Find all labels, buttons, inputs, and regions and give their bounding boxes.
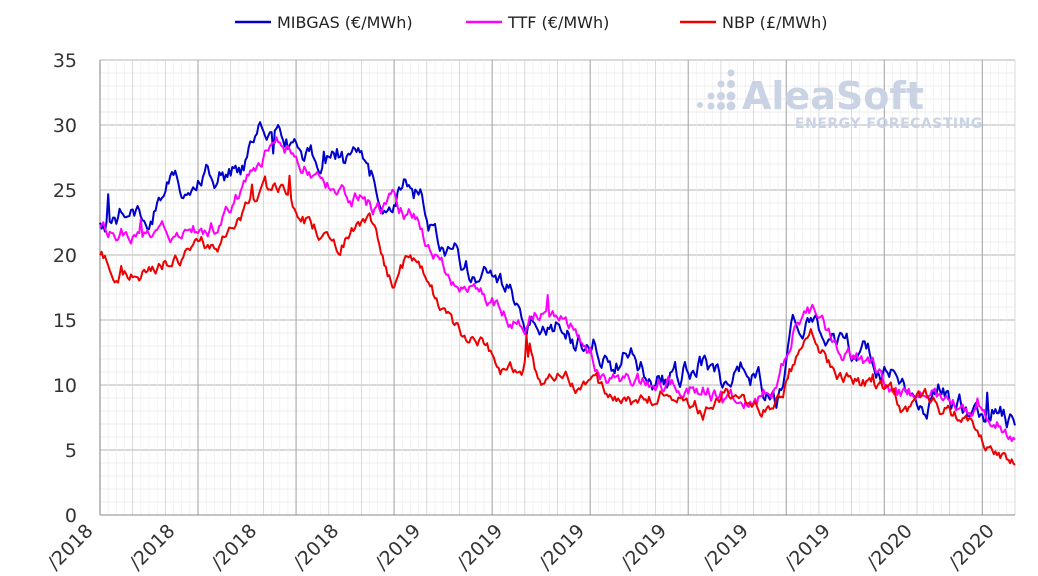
- x-axis-ticks: /2018/2018/2018/2018/2019/2019/2019/2019…: [43, 520, 999, 574]
- y-axis-ticks: 0 5 10 15 20 25 30 35: [53, 50, 77, 527]
- x-tick-label: /2018: [125, 520, 179, 574]
- x-tick-label: /2020: [863, 520, 917, 574]
- x-tick-label: /2018: [289, 520, 343, 574]
- series-line-mibgas: [99, 121, 1016, 429]
- legend-label: MIBGAS (€/MWh): [277, 13, 413, 32]
- x-tick-label: /2018: [207, 520, 261, 574]
- logo-dots-icon: [697, 69, 736, 111]
- y-tick-label: 25: [53, 180, 77, 202]
- x-tick-label: /2019: [699, 520, 753, 574]
- y-tick-label: 0: [65, 505, 77, 527]
- y-tick-label: 15: [53, 310, 77, 332]
- legend: MIBGAS (€/MWh) TTF (€/MWh) NBP (£/MWh): [235, 13, 828, 32]
- x-tick-label: /2020: [945, 520, 999, 574]
- y-tick-label: 35: [53, 50, 77, 72]
- series-lines: [99, 121, 1016, 466]
- x-tick-label: /2019: [535, 520, 589, 574]
- x-tick-label: /2018: [43, 520, 97, 574]
- grid: [99, 59, 1016, 516]
- y-tick-label: 10: [53, 375, 77, 397]
- watermark-tagline: ENERGY FORECASTING: [795, 116, 983, 132]
- series-line-ttf: [99, 136, 1016, 442]
- x-tick-label: /2019: [371, 520, 425, 574]
- y-tick-label: 5: [65, 440, 77, 462]
- y-tick-label: 20: [53, 245, 77, 267]
- watermark-brand: AleaSoft: [742, 74, 924, 118]
- y-tick-label: 30: [53, 115, 77, 137]
- x-tick-label: /2019: [453, 520, 507, 574]
- watermark-logo: AleaSoft ENERGY FORECASTING: [697, 69, 983, 132]
- legend-label: TTF (€/MWh): [507, 13, 609, 32]
- series-line-nbp: [99, 174, 1016, 466]
- x-tick-label: /2019: [617, 520, 671, 574]
- legend-label: NBP (£/MWh): [722, 13, 828, 32]
- x-tick-label: /2019: [781, 520, 835, 574]
